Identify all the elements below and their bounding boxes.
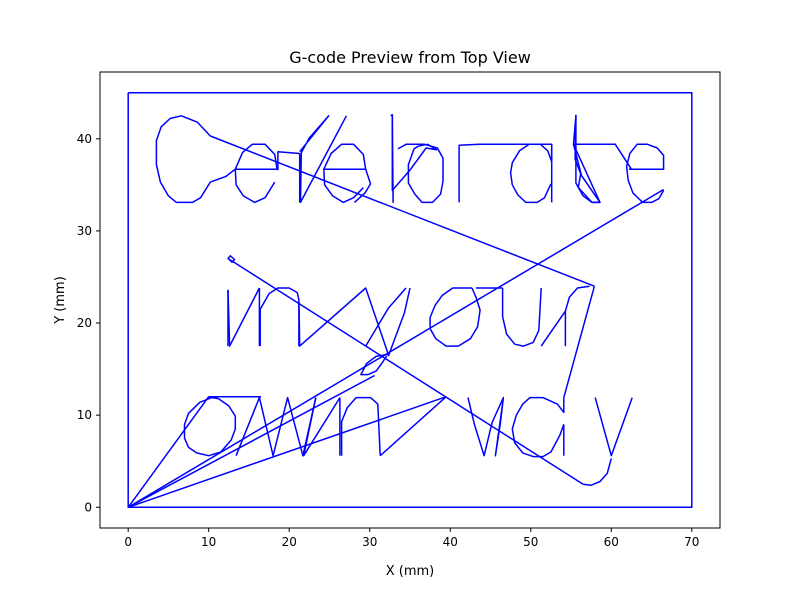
- toolpath-segment-u1-17: [501, 287, 542, 347]
- toolpath-segment-e3-11: [625, 143, 665, 204]
- toolpath-segment-move-44: [583, 458, 613, 486]
- toolpath-segment-move-34: [390, 114, 394, 204]
- toolpath-segment-y1-15: [365, 287, 407, 347]
- toolpath-segment-move-37: [210, 135, 595, 287]
- toolpath-segment-move-33: [353, 168, 372, 203]
- axes-frame: [99, 71, 721, 529]
- toolpath-segment-r2-18: [564, 285, 590, 347]
- toolpath-segment-e1-2: [234, 143, 278, 204]
- x-tick-label: 60: [604, 535, 619, 549]
- toolpath-segment-n4-22: [340, 396, 381, 456]
- toolpath-segment-move-29: [127, 188, 664, 508]
- toolpath-segment-descender-42: [360, 353, 389, 376]
- x-tick-label: 70: [684, 535, 699, 549]
- y-tick-label: 30: [77, 224, 92, 238]
- toolpath-segment-move-38: [563, 286, 596, 398]
- y-axis-label: Y (mm): [53, 276, 68, 325]
- x-tick-label: 10: [201, 535, 216, 549]
- x-tick-label: 20: [282, 535, 297, 549]
- toolpath-segment-n2-14: [259, 287, 300, 347]
- y-axis-ticks: 0 10 20 30 40: [77, 132, 100, 514]
- toolpath-segment-move-50: [540, 310, 567, 347]
- toolpath-segment-t-to-e-10: [603, 143, 633, 170]
- x-tick-label: 40: [443, 535, 458, 549]
- toolpath-segment-move-51: [235, 397, 261, 456]
- toolpath-segment-y2b-26: [594, 397, 633, 457]
- toolpath-segment-move-28: [572, 115, 601, 204]
- x-axis-label: X (mm): [386, 564, 435, 579]
- toolpath-segment-move-52: [302, 397, 341, 457]
- x-tick-label: 0: [124, 535, 132, 549]
- y-tick-label: 20: [77, 316, 92, 330]
- toolpath-segment-move-35: [458, 143, 480, 147]
- toolpath-segment-e2-4: [323, 143, 367, 204]
- toolpath-segment-move-47: [227, 287, 261, 347]
- toolpath-segment-a-8: [509, 143, 553, 204]
- y-tick-label: 40: [77, 132, 92, 146]
- toolpath-segment-border-0: [127, 91, 693, 509]
- y-tick-label: 10: [77, 408, 92, 422]
- toolpath-segment-move-31: [210, 168, 236, 183]
- x-axis-ticks: 0 10 20 30 40 50 60 70: [124, 528, 699, 549]
- toolpath-segment-move-40: [127, 374, 375, 508]
- toolpath-segment-C-1: [155, 115, 211, 204]
- toolpath-segment-move-32: [277, 150, 300, 171]
- toolpath-segment-a2-24: [511, 396, 565, 458]
- toolpath-segment-move-41: [127, 395, 447, 509]
- toolpath-segment-o1-16: [429, 287, 481, 347]
- toolpath-segment-move-46: [387, 287, 411, 357]
- toolpath-segment-b-5: [391, 114, 444, 204]
- toolpath-segment-move-30: [299, 115, 348, 204]
- toolpath-segment-move-27: [127, 395, 261, 508]
- toolpath-lines: [127, 91, 693, 509]
- x-tick-label: 30: [362, 535, 377, 549]
- y-tick-label: 0: [84, 500, 92, 514]
- x-tick-label: 50: [523, 535, 538, 549]
- toolpath-segment-move-39: [227, 255, 584, 485]
- toolpath-segment-o2-19: [183, 396, 237, 457]
- chart-title: G-code Preview from Top View: [289, 48, 531, 67]
- toolpath-segment-move-43: [379, 396, 447, 457]
- toolpath-segment-move-36: [572, 114, 601, 204]
- toolpath-segment-w2-23: [467, 396, 505, 457]
